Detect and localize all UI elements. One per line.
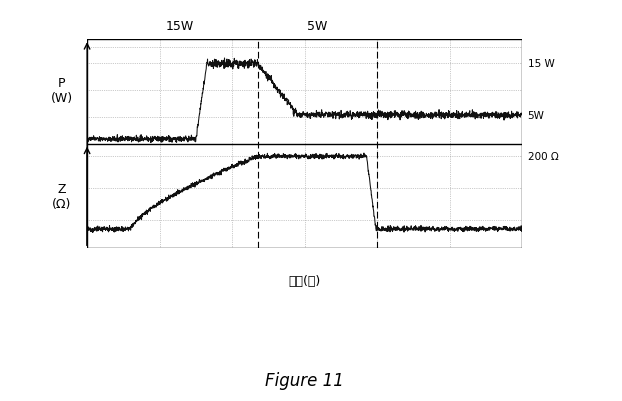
Text: Figure 11: Figure 11 [266,371,344,389]
Text: 5W: 5W [307,20,328,33]
Text: 15W: 15W [165,20,193,33]
Text: P
(W): P (W) [50,77,73,105]
Text: 15 W: 15 W [527,59,554,69]
Text: Z
(Ω): Z (Ω) [52,182,72,211]
Text: 時間(秒): 時間(秒) [289,274,321,287]
Text: 200 Ω: 200 Ω [527,152,559,162]
Text: 5W: 5W [527,110,544,120]
